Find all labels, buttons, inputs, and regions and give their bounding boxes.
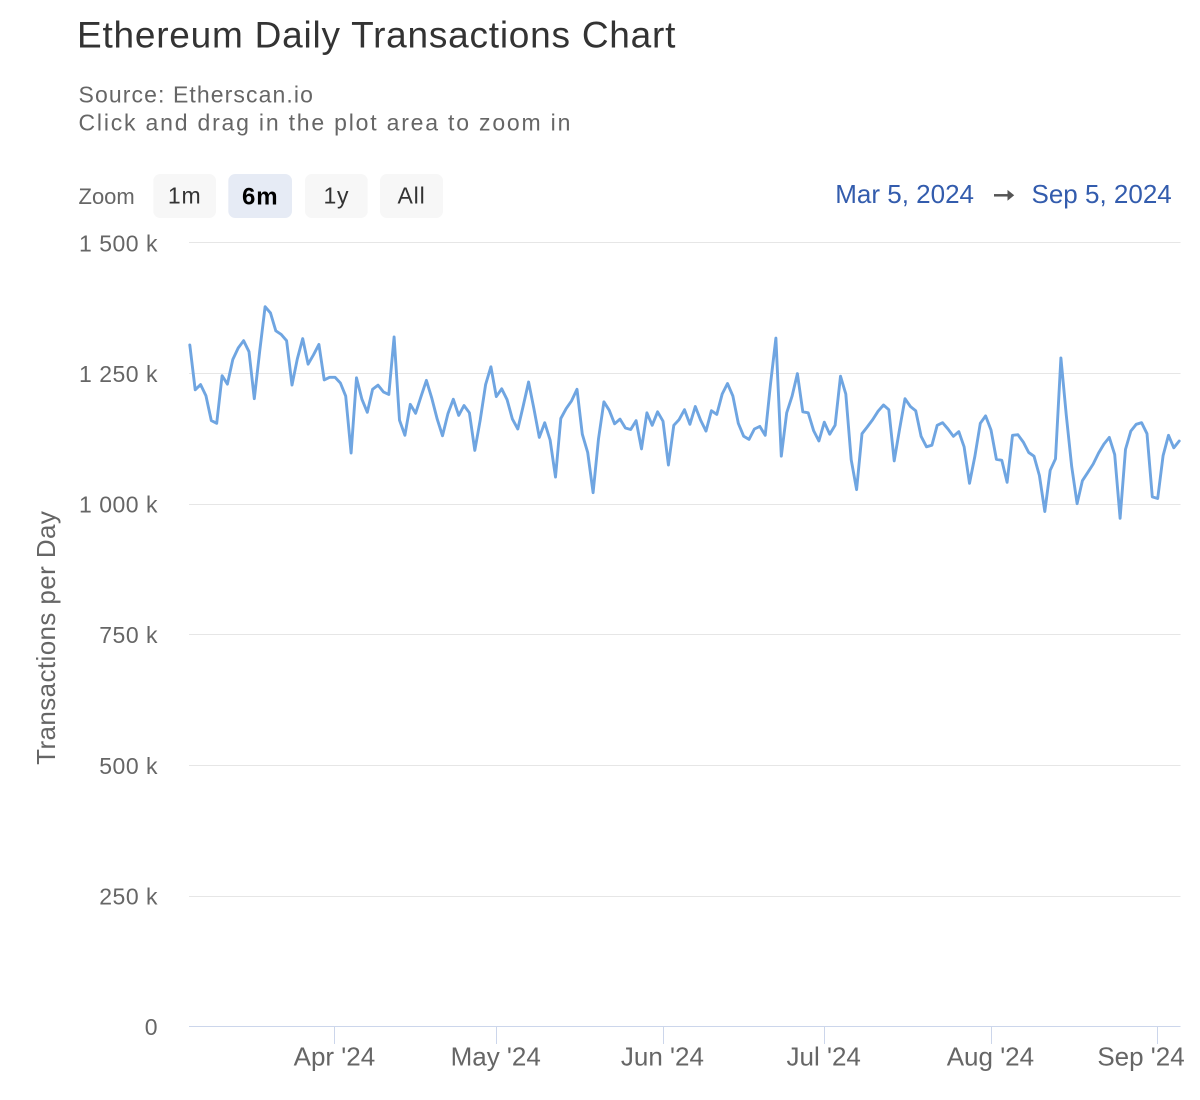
svg-text:All: All [398, 183, 426, 209]
svg-text:Ethereum Daily Transactions Ch: Ethereum Daily Transactions Chart [77, 15, 676, 56]
svg-text:Sep 5, 2024: Sep 5, 2024 [1032, 179, 1172, 209]
svg-text:1 000 k: 1 000 k [79, 492, 158, 518]
svg-text:Zoom: Zoom [79, 184, 135, 209]
svg-text:Source: Etherscan.io: Source: Etherscan.io [79, 82, 315, 108]
svg-text:Aug '24: Aug '24 [947, 1041, 1034, 1071]
svg-text:1m: 1m [168, 183, 202, 209]
svg-text:Transactions per Day: Transactions per Day [31, 511, 61, 765]
svg-text:Sep '24: Sep '24 [1097, 1041, 1184, 1071]
svg-text:Mar 5, 2024: Mar 5, 2024 [835, 179, 974, 209]
svg-text:1 500 k: 1 500 k [79, 230, 158, 256]
svg-text:500 k: 500 k [99, 753, 158, 779]
svg-text:Jul '24: Jul '24 [787, 1041, 861, 1071]
svg-text:Click and drag in the plot are: Click and drag in the plot area to zoom … [79, 109, 573, 135]
svg-text:May '24: May '24 [451, 1041, 541, 1071]
svg-text:Apr '24: Apr '24 [294, 1041, 376, 1071]
svg-text:250 k: 250 k [99, 884, 158, 910]
svg-text:Jun '24: Jun '24 [621, 1041, 704, 1071]
svg-text:750 k: 750 k [99, 622, 158, 648]
svg-text:6m: 6m [242, 184, 278, 211]
svg-text:0: 0 [145, 1014, 158, 1040]
svg-text:1 250 k: 1 250 k [79, 361, 158, 387]
svg-text:1y: 1y [323, 183, 349, 209]
